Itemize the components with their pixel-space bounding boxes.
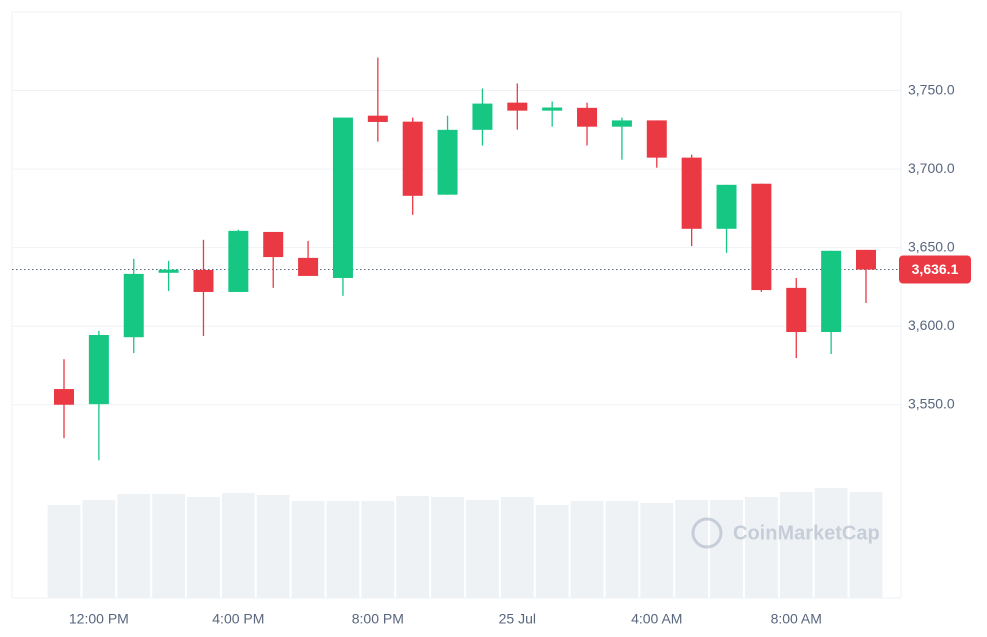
candle-body — [263, 231, 284, 258]
candle-body — [298, 257, 319, 276]
candle-body — [507, 102, 528, 111]
candle-body — [856, 249, 876, 270]
candle-body — [402, 121, 423, 196]
watermark: CoinMarketCap — [691, 517, 880, 549]
x-tick-label: 25 Jul — [499, 611, 536, 627]
volume-bar — [117, 494, 151, 598]
candle-body — [123, 273, 144, 338]
volume-bar — [431, 497, 464, 598]
x-tick-label: 12:00 PM — [69, 611, 129, 627]
volume-bar — [291, 501, 325, 598]
candle-body — [716, 184, 737, 229]
watermark-text: CoinMarketCap — [733, 522, 880, 544]
candle-body — [821, 250, 842, 333]
volume-bar — [221, 493, 255, 598]
candle-body — [577, 107, 598, 127]
x-tick-label: 4:00 PM — [212, 611, 264, 627]
watermark-logo — [691, 517, 723, 549]
candle-body — [54, 389, 74, 405]
y-tick-label: 3,700.0 — [908, 160, 955, 176]
candle-body — [158, 269, 179, 273]
volume-bar — [710, 500, 743, 598]
volume-bar — [570, 501, 604, 598]
candle-body — [88, 335, 109, 405]
x-tick-label: 8:00 AM — [771, 611, 822, 627]
candle-body — [472, 103, 493, 130]
candle-body — [228, 230, 249, 292]
volume-bar — [675, 500, 709, 598]
candle-body — [786, 287, 807, 333]
x-tick-label: 8:00 PM — [352, 611, 404, 627]
volume-bar — [47, 505, 81, 598]
volume-bar — [779, 492, 813, 598]
candle-body — [751, 183, 772, 291]
candle-body — [437, 129, 458, 195]
volume-layer — [47, 488, 883, 598]
candle-body — [542, 107, 563, 111]
volume-bar — [814, 488, 848, 598]
y-tick-label: 3,750.0 — [908, 81, 955, 97]
volume-bar — [82, 500, 116, 598]
volume-bar — [744, 497, 778, 598]
candle-body — [193, 269, 214, 292]
volume-bar — [326, 501, 360, 598]
volume-bar — [640, 503, 674, 598]
y-tick-label: 3,550.0 — [908, 395, 955, 411]
candle-body — [611, 120, 632, 127]
volume-bar — [361, 501, 395, 598]
x-tick-label: 4:00 AM — [631, 611, 682, 627]
volume-bar — [500, 497, 534, 598]
current-price-badge — [899, 255, 971, 284]
volume-bar — [605, 501, 639, 598]
current-price-label: 3,636.1 — [912, 261, 959, 277]
y-tick-label: 3,600.0 — [908, 317, 955, 333]
volume-bar — [535, 505, 569, 598]
volume-bar — [187, 497, 220, 598]
candle-body — [681, 157, 702, 229]
volume-bar — [152, 494, 186, 598]
candle-body — [367, 115, 388, 122]
volume-bar — [466, 500, 499, 598]
volume-bar — [256, 495, 290, 598]
candle-body — [332, 117, 353, 278]
volume-bar — [849, 492, 883, 598]
volume-bar — [396, 496, 430, 598]
y-tick-label: 3,650.0 — [908, 238, 955, 254]
candle-body — [646, 120, 667, 158]
